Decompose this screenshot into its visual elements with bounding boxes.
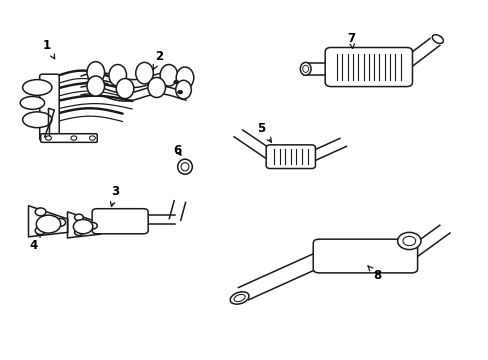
Circle shape	[89, 136, 95, 140]
Ellipse shape	[87, 62, 104, 83]
Text: 7: 7	[347, 32, 355, 49]
Ellipse shape	[175, 80, 191, 99]
Text: 1: 1	[43, 39, 55, 59]
Ellipse shape	[302, 65, 308, 72]
Ellipse shape	[148, 77, 165, 98]
Text: 4: 4	[30, 233, 40, 252]
Text: 6: 6	[173, 144, 181, 157]
FancyBboxPatch shape	[313, 239, 417, 273]
Circle shape	[35, 227, 46, 234]
Text: 2: 2	[153, 50, 163, 69]
FancyBboxPatch shape	[325, 48, 412, 87]
Ellipse shape	[230, 292, 248, 304]
Ellipse shape	[234, 294, 244, 302]
Ellipse shape	[177, 159, 192, 174]
Ellipse shape	[87, 76, 104, 96]
Ellipse shape	[176, 67, 193, 89]
Ellipse shape	[22, 80, 52, 95]
Circle shape	[88, 222, 97, 229]
FancyBboxPatch shape	[41, 134, 97, 142]
Ellipse shape	[109, 64, 126, 86]
Circle shape	[397, 232, 420, 249]
Ellipse shape	[160, 64, 177, 86]
Circle shape	[73, 220, 93, 234]
Ellipse shape	[300, 62, 310, 75]
Circle shape	[74, 229, 83, 235]
Circle shape	[45, 136, 51, 140]
Ellipse shape	[20, 96, 44, 109]
Circle shape	[36, 215, 61, 233]
Text: 5: 5	[257, 122, 271, 142]
Text: 3: 3	[110, 185, 119, 206]
FancyBboxPatch shape	[265, 145, 315, 168]
Ellipse shape	[181, 163, 188, 171]
Ellipse shape	[431, 35, 443, 44]
Circle shape	[74, 214, 83, 221]
Circle shape	[55, 219, 65, 226]
FancyBboxPatch shape	[40, 74, 59, 140]
Circle shape	[35, 208, 46, 216]
Circle shape	[173, 80, 178, 84]
Ellipse shape	[22, 112, 52, 128]
Circle shape	[177, 90, 182, 94]
Ellipse shape	[116, 78, 134, 99]
Text: 8: 8	[367, 266, 381, 282]
Circle shape	[71, 136, 77, 140]
Ellipse shape	[136, 62, 153, 84]
FancyBboxPatch shape	[92, 209, 148, 234]
Circle shape	[402, 236, 415, 246]
